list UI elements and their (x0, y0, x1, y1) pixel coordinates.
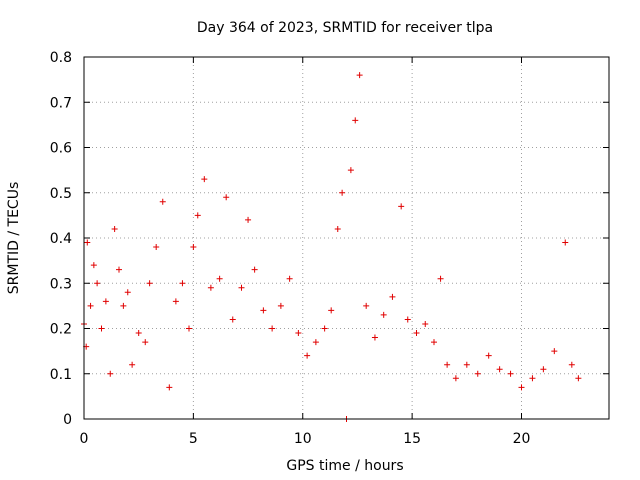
y-tick-label: 0.1 (50, 367, 72, 383)
data-point (277, 302, 284, 309)
axis-ticks: 0 5 10 15 20 0 0.1 0.2 0.3 0.4 0.5 0.6 0.7 0.8 (50, 50, 609, 447)
data-point (94, 280, 101, 287)
data-point (207, 284, 214, 291)
grid (84, 57, 609, 419)
data-point (190, 244, 197, 251)
data-point (507, 370, 514, 377)
x-tick-label: 0 (80, 431, 89, 447)
data-point (422, 320, 429, 327)
data-point (135, 330, 142, 337)
y-tick-label: 0.4 (50, 231, 72, 247)
data-point (84, 239, 91, 246)
data-point (98, 325, 105, 332)
data-point (496, 366, 503, 373)
data-point (116, 266, 122, 273)
data-point (540, 366, 547, 373)
data-point (529, 375, 536, 382)
data-point (90, 262, 97, 269)
chart-title: Day 364 of 2023, SRMTID for receiver tlp… (197, 20, 493, 36)
data-point (153, 244, 160, 251)
data-point (562, 239, 569, 246)
data-point (321, 325, 328, 332)
y-tick-label: 0.5 (50, 186, 72, 202)
data-point (444, 361, 451, 368)
data-point (452, 375, 459, 382)
x-tick-label: 10 (294, 431, 312, 447)
data-point (304, 352, 311, 359)
y-tick-label: 0.6 (50, 141, 72, 157)
data-point (159, 198, 166, 205)
data-point (251, 266, 258, 273)
data-point (295, 330, 302, 337)
data-point (111, 225, 118, 232)
data-point (201, 176, 208, 183)
data-point (404, 316, 411, 323)
data-point (352, 117, 359, 124)
data-point (551, 348, 558, 355)
data-point (223, 194, 230, 201)
y-tick-label: 0.7 (50, 95, 72, 111)
data-point (413, 330, 420, 337)
data-point (87, 302, 94, 309)
y-axis-label: SRMTID / TECUs (6, 182, 22, 295)
data-point (485, 352, 492, 359)
data-point (245, 216, 252, 223)
data-point (518, 384, 525, 391)
data-point (229, 316, 236, 323)
data-point (238, 284, 245, 291)
data-point (129, 361, 136, 368)
data-point (124, 289, 131, 296)
data-point (431, 339, 437, 346)
scatter-points (81, 72, 582, 422)
data-point (398, 203, 405, 210)
data-point (186, 325, 192, 332)
data-point (172, 298, 179, 305)
data-point (575, 375, 582, 382)
data-point (380, 311, 387, 318)
data-point (363, 302, 370, 309)
data-point (146, 280, 153, 287)
y-tick-label: 0 (63, 412, 72, 428)
data-point (166, 384, 173, 391)
data-point (194, 212, 201, 219)
data-point (356, 72, 363, 79)
x-tick-label: 5 (189, 431, 198, 447)
y-tick-label: 0.8 (50, 50, 72, 66)
data-point (328, 307, 335, 314)
data-point (347, 167, 354, 174)
data-point (102, 298, 109, 305)
data-point (312, 339, 319, 346)
data-point (142, 339, 149, 346)
data-point (339, 189, 346, 196)
data-point (568, 361, 575, 368)
data-point (437, 275, 444, 282)
y-tick-label: 0.2 (50, 322, 72, 338)
data-point (179, 280, 186, 287)
data-point (216, 275, 223, 282)
y-tick-label: 0.3 (50, 276, 72, 292)
data-point (463, 361, 470, 368)
data-point (474, 370, 481, 377)
plot-frame (83, 56, 610, 420)
x-tick-label: 15 (403, 431, 421, 447)
data-point (107, 370, 114, 377)
data-point (269, 325, 276, 332)
data-point (389, 293, 396, 300)
x-tick-label: 20 (513, 431, 531, 447)
data-point (260, 307, 267, 314)
data-point (334, 225, 341, 232)
data-point (371, 334, 378, 341)
x-axis-label: GPS time / hours (286, 458, 403, 474)
data-point (120, 302, 127, 309)
data-point (286, 275, 293, 282)
